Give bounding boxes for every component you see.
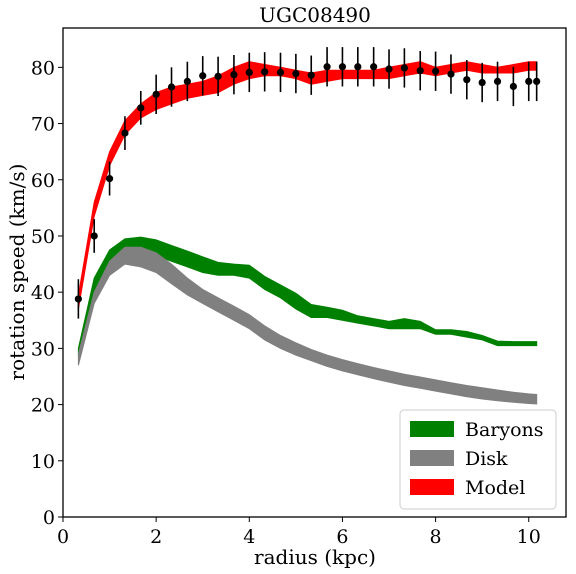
data-point [307,71,315,79]
x-tick-label: 8 [430,526,442,548]
legend-label-baryons: Baryons [465,419,544,441]
y-tick-label: 10 [31,451,55,473]
legend: Baryons Disk Model [399,409,557,510]
legend-swatch-model [410,479,454,495]
data-point [338,63,347,71]
y-tick-label: 80 [31,57,55,79]
x-axis-label: radius (kpc) [254,545,376,569]
y-tick-label: 50 [31,226,55,248]
data-point [400,64,408,72]
data-point [167,83,176,91]
data-point [261,68,269,76]
data-point [230,71,238,79]
y-tick-label: 30 [31,338,55,360]
band-baryons [77,236,538,357]
data-point [370,63,378,71]
y-tick-label: 40 [31,282,55,304]
data-point [90,232,98,240]
data-point [214,72,222,80]
data-point [121,129,129,137]
data-point [105,175,114,183]
y-axis-ticks: 0 10 20 30 40 50 60 70 80 [31,57,63,529]
y-tick-label: 70 [31,114,55,136]
band-model [77,61,538,310]
data-point [509,82,517,91]
data-point [525,77,533,85]
data-point [183,77,191,85]
data-point [463,76,471,84]
data-point [478,78,486,87]
data-point [199,72,207,80]
model-bands [77,61,538,405]
legend-label-disk: Disk [465,448,508,470]
x-tick-label: 0 [57,526,69,548]
x-axis-ticks: 0 2 4 6 8 10 [57,517,541,548]
data-point [74,295,82,303]
data-point [245,68,253,77]
data-point [447,70,455,78]
x-tick-label: 2 [150,526,162,548]
x-tick-label: 10 [517,526,541,548]
data-point [533,77,541,85]
y-axis-label: rotation speed (km/s) [5,164,29,381]
plot-frame [62,27,567,518]
data-point [292,69,300,78]
data-point [431,67,440,75]
data-point [416,67,424,75]
x-tick-label: 6 [336,526,348,548]
legend-swatch-disk [410,450,454,466]
data-point [137,104,145,112]
y-tick-label: 0 [43,507,55,529]
data-point [493,77,502,85]
legend-swatch-baryons [410,421,454,437]
chart-title: UGC08490 [259,3,371,27]
band-disk [77,246,538,405]
observed-data-points [74,47,541,319]
data-point [276,68,285,77]
data-point [385,65,393,73]
x-tick-label: 4 [243,526,255,548]
y-tick-label: 60 [31,170,55,192]
data-point [152,90,160,98]
data-point [323,63,331,71]
data-point [354,63,362,71]
legend-label-model: Model [465,477,525,499]
y-tick-label: 20 [31,395,55,417]
